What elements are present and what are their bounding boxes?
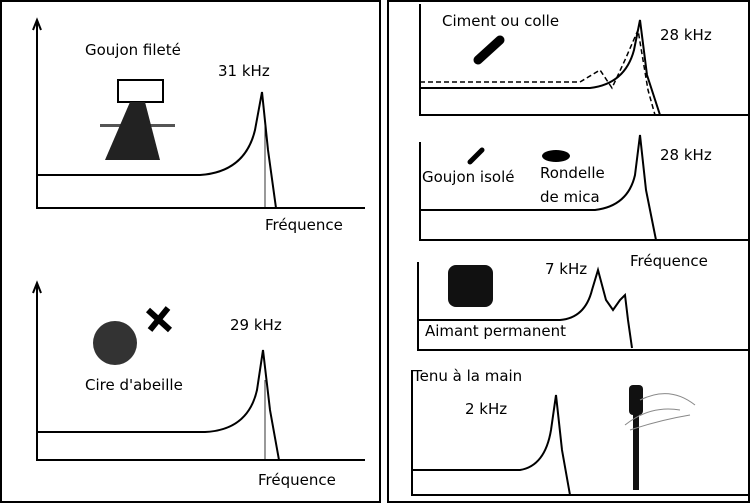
response-curve (420, 20, 660, 115)
response-curve (37, 350, 279, 460)
label-2: de mica (540, 188, 600, 206)
glue (478, 40, 500, 60)
peak-label: 28 kHz (660, 26, 712, 44)
tool (148, 308, 170, 330)
accelerometer (118, 80, 163, 102)
axis-label: Fréquence (630, 252, 708, 270)
stud (105, 102, 160, 160)
axes (412, 370, 750, 495)
probe-rod (633, 415, 639, 490)
label-2: Rondelle (540, 164, 605, 182)
axis-label: Fréquence (258, 471, 336, 489)
panel-beeswax: Cire d'abeille 29 kHz Fréquence (33, 283, 365, 489)
label: Goujon fileté (85, 41, 181, 59)
panel-magnet: Aimant permanent 7 kHz (418, 260, 750, 350)
response-curve (420, 135, 656, 240)
stud (470, 150, 482, 162)
axes (37, 285, 365, 460)
peak-label: 7 kHz (545, 260, 587, 278)
panel-cement: Ciment ou colle 28 kHz (420, 4, 750, 115)
peak-label: 28 kHz (660, 146, 712, 164)
response-curve-dashed (420, 30, 655, 115)
label: Goujon isolé (422, 168, 514, 186)
wax (93, 321, 137, 365)
label: Ciment ou colle (442, 12, 559, 30)
panel-isolated-stud: Goujon isolé Rondelle de mica 28 kHz Fré… (420, 135, 750, 270)
label: Tenu à la main (412, 367, 522, 385)
magnet (448, 265, 493, 307)
label: Cire d'abeille (85, 376, 183, 394)
axis-label: Fréquence (265, 216, 343, 234)
peak-label: 2 kHz (465, 400, 507, 418)
peak-label: 31 kHz (218, 62, 270, 80)
peak-label: 29 kHz (230, 316, 282, 334)
label: Aimant permanent (425, 322, 566, 340)
diagram: Goujon fileté 31 kHz Fréquence Cire d'ab… (0, 0, 751, 504)
panel-threaded-stud: Goujon fileté 31 kHz Fréquence (33, 20, 365, 234)
mica (542, 150, 570, 162)
panel-hand-held: Tenu à la main 2 kHz (412, 367, 750, 495)
left-frame (1, 1, 380, 502)
